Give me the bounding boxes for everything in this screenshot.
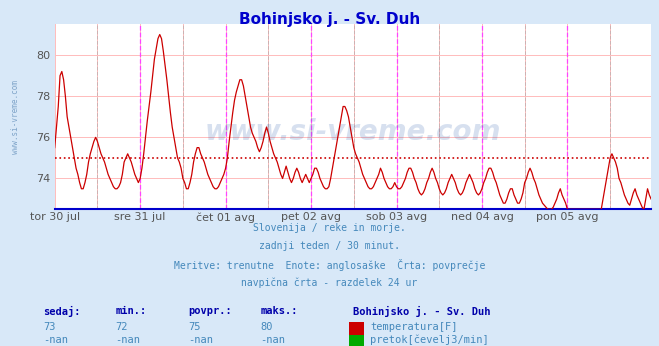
Text: Meritve: trenutne  Enote: anglosaške  Črta: povprečje: Meritve: trenutne Enote: anglosaške Črta… [174, 259, 485, 271]
Text: www.si-vreme.com: www.si-vreme.com [11, 80, 20, 154]
Text: temperatura[F]: temperatura[F] [370, 322, 458, 333]
Text: zadnji teden / 30 minut.: zadnji teden / 30 minut. [259, 241, 400, 251]
Text: povpr.:: povpr.: [188, 306, 231, 316]
Text: -nan: -nan [115, 335, 140, 345]
Text: -nan: -nan [188, 335, 213, 345]
Text: Bohinjsko j. - Sv. Duh: Bohinjsko j. - Sv. Duh [353, 306, 490, 317]
Text: Bohinjsko j. - Sv. Duh: Bohinjsko j. - Sv. Duh [239, 12, 420, 27]
Text: 80: 80 [260, 322, 273, 333]
Text: sedaj:: sedaj: [43, 306, 80, 317]
Text: -nan: -nan [260, 335, 285, 345]
Text: min.:: min.: [115, 306, 146, 316]
Text: pretok[čevelj3/min]: pretok[čevelj3/min] [370, 335, 489, 345]
Text: -nan: -nan [43, 335, 68, 345]
Text: maks.:: maks.: [260, 306, 298, 316]
Text: navpična črta - razdelek 24 ur: navpična črta - razdelek 24 ur [241, 277, 418, 288]
Text: 72: 72 [115, 322, 128, 333]
Text: 75: 75 [188, 322, 200, 333]
Text: Slovenija / reke in morje.: Slovenija / reke in morje. [253, 223, 406, 233]
Text: www.si-vreme.com: www.si-vreme.com [205, 118, 501, 146]
Text: 73: 73 [43, 322, 55, 333]
